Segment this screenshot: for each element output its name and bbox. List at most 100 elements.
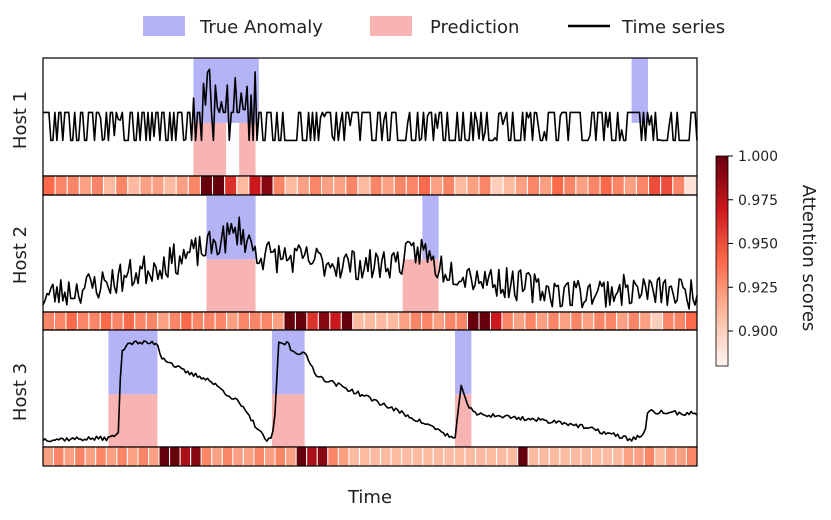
attention-cell	[432, 311, 446, 331]
attention-cell	[111, 311, 124, 331]
attention-cell	[115, 175, 129, 196]
attention-cell	[369, 175, 383, 196]
attention-cell	[248, 175, 262, 196]
attention-cell	[122, 311, 136, 331]
attention-cell	[381, 175, 395, 196]
attention-cell	[203, 311, 216, 331]
attention-cell	[485, 446, 498, 467]
attention-cell	[604, 311, 618, 331]
attention-cell	[580, 446, 593, 467]
prediction-region	[271, 394, 305, 447]
attention-cell	[179, 446, 192, 467]
attention-cell	[249, 311, 262, 331]
attention-cell	[563, 175, 577, 196]
attention-cell	[601, 446, 614, 467]
attention-cell	[639, 311, 652, 331]
attention-cell	[514, 175, 528, 196]
attention-cell	[650, 311, 664, 331]
prediction-region	[193, 122, 227, 176]
attention-cell	[454, 175, 468, 196]
attention-cell	[527, 446, 540, 467]
colorbar-tick-label: 0.950	[738, 237, 778, 253]
attention-cell	[212, 175, 226, 196]
legend-label-prediction: Prediction	[430, 17, 519, 38]
attention-cell	[421, 311, 434, 331]
attention-cell	[478, 311, 491, 331]
time-series-line	[42, 339, 698, 443]
host-panel: Host 3	[10, 329, 698, 467]
attention-cell	[643, 446, 656, 467]
attention-cell	[169, 446, 181, 467]
attention-cell	[260, 311, 273, 331]
true-anomaly-region	[631, 58, 648, 123]
attention-cell	[329, 311, 342, 331]
attention-cell	[517, 446, 529, 467]
attention-cell	[673, 311, 687, 331]
attention-cell	[200, 446, 213, 467]
attention-cell	[271, 311, 285, 331]
attention-cell	[685, 446, 698, 467]
attention-cell	[211, 446, 223, 467]
attention-cell	[237, 311, 251, 331]
attention-cell	[53, 446, 65, 467]
attention-cell	[285, 446, 297, 467]
attention-cell	[317, 311, 331, 331]
attention-cell	[363, 311, 377, 331]
attention-cell	[411, 446, 424, 467]
attention-cell	[337, 446, 350, 467]
attention-cell	[453, 446, 466, 467]
attention-cell	[455, 311, 469, 331]
attention-cell	[496, 446, 508, 467]
true-anomaly-region	[422, 195, 439, 260]
attention-cell	[147, 446, 160, 467]
attention-cell	[352, 311, 365, 331]
attention-cell	[547, 311, 560, 331]
prediction-region	[402, 259, 439, 312]
attention-cell	[616, 311, 629, 331]
attention-cell	[502, 175, 516, 196]
colorbar-gradient	[715, 155, 729, 367]
attention-cell	[105, 446, 118, 467]
attention-cell	[126, 446, 139, 467]
attention-cell	[224, 175, 238, 196]
attention-cell	[42, 175, 56, 196]
attention-cell	[467, 311, 480, 331]
prediction-region	[239, 122, 256, 176]
attention-cell	[633, 446, 645, 467]
attention-cell	[401, 446, 413, 467]
attention-cell	[348, 446, 360, 467]
legend: True Anomaly Prediction Time series	[143, 16, 725, 38]
attention-cell	[226, 311, 239, 331]
attention-cell	[575, 175, 589, 196]
attention-cell	[409, 311, 423, 331]
attention-cell	[127, 175, 141, 196]
attention-cell	[168, 311, 182, 331]
attention-cell	[466, 175, 480, 196]
attention-cell	[357, 175, 371, 196]
attention-cell	[430, 175, 444, 196]
colorbar-tick-label: 0.975	[738, 193, 778, 209]
attention-cell	[272, 175, 286, 196]
attention-cell	[558, 311, 572, 331]
attention-cell	[538, 446, 550, 467]
attention-cell	[145, 311, 159, 331]
attention-cell	[66, 175, 80, 196]
attention-cell	[432, 446, 445, 467]
attention-strip-frame	[42, 446, 698, 467]
attention-cell	[84, 446, 97, 467]
attention-cell	[274, 446, 287, 467]
attention-cell	[369, 446, 382, 467]
attention-cell	[333, 175, 347, 196]
colorbar-tick-label: 0.925	[738, 280, 778, 296]
attention-cell	[417, 175, 432, 196]
attention-cell	[442, 175, 456, 196]
attention-cell	[539, 175, 553, 196]
attention-cell	[158, 446, 171, 467]
attention-cell	[327, 446, 339, 467]
attention-cell	[191, 311, 205, 331]
colorbar: 1.000 0.975 0.950 0.925 0.900 Attention scor…	[715, 149, 819, 367]
attention-cell	[535, 311, 549, 331]
attention-cell	[685, 311, 698, 331]
time-series-line	[43, 68, 698, 142]
attention-cell	[103, 175, 117, 196]
